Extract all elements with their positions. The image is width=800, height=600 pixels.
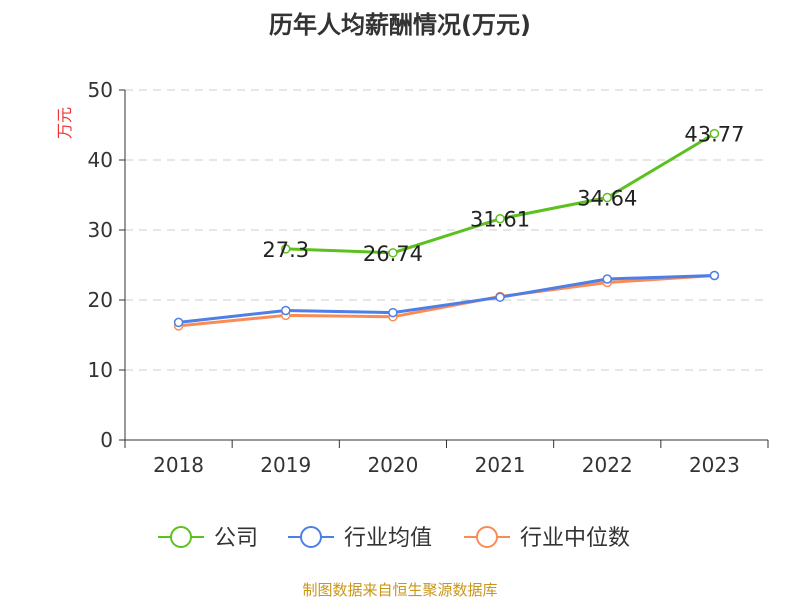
- data-label: 27.3: [262, 238, 309, 262]
- data-point: [281, 244, 291, 254]
- y-tick-label: 0: [100, 428, 113, 452]
- x-tick-label: 2020: [367, 453, 418, 477]
- series-line-0: [285, 132, 716, 255]
- y-axis-label: 万元: [55, 107, 74, 139]
- data-label: 31.61: [470, 208, 530, 232]
- legend-marker: [476, 526, 498, 548]
- legend-label: 行业中位数: [520, 526, 630, 551]
- legend-marker: [300, 526, 322, 548]
- data-label: 34.64: [577, 187, 637, 211]
- data-point: [388, 307, 398, 318]
- data-point: [388, 248, 398, 258]
- data-point: [602, 274, 612, 284]
- x-tick-label: 2022: [582, 453, 633, 477]
- y-tick-label: 20: [88, 288, 113, 312]
- series-line-1: [178, 274, 715, 324]
- y-tick-label: 50: [88, 78, 113, 102]
- series-line-2: [178, 274, 715, 328]
- legend-label: 行业均值: [344, 526, 432, 551]
- y-tick-label: 30: [88, 218, 113, 242]
- data-point: [602, 192, 612, 203]
- data-label: 43.77: [684, 123, 744, 147]
- data-point: [173, 317, 184, 328]
- legend-marker: [170, 526, 192, 548]
- x-tick-label: 2021: [475, 453, 526, 477]
- data-point: [281, 305, 291, 316]
- chart-title: 历年人均薪酬情况(万元): [269, 11, 531, 39]
- x-tick-label: 2023: [689, 453, 740, 477]
- x-tick-label: 2019: [260, 453, 311, 477]
- data-point: [495, 213, 505, 224]
- footer-source: 制图数据来自恒生聚源数据库: [302, 581, 497, 599]
- data-label: 26.74: [363, 242, 423, 266]
- data-point: [495, 292, 505, 302]
- x-tick-label: 2018: [153, 453, 204, 477]
- y-tick-label: 40: [88, 148, 113, 172]
- legend-label: 公司: [214, 526, 258, 551]
- data-point: [709, 128, 720, 139]
- y-tick-label: 10: [88, 358, 113, 382]
- data-point: [709, 270, 720, 281]
